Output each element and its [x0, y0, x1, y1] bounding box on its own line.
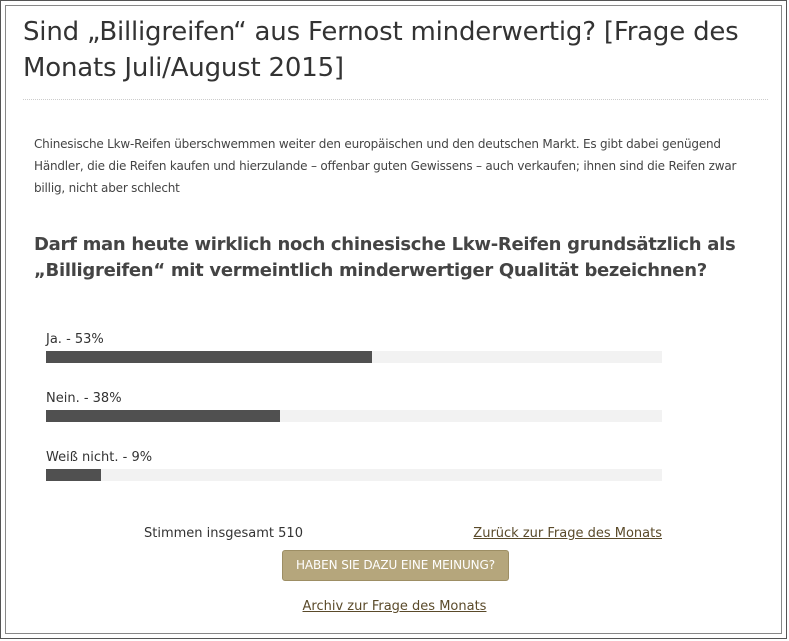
poll-result-yes: Ja. - 53%	[46, 331, 662, 390]
poll-result-bar	[46, 351, 373, 363]
poll-result-label: Weiß nicht. - 9%	[46, 450, 153, 465]
poll-intro-text: Chinesische Lkw-Reifen überschwemmen wei…	[34, 137, 737, 195]
poll-result-label: Nein. - 38%	[46, 391, 122, 406]
poll-result-bar-track	[46, 410, 662, 422]
opinion-button[interactable]: HABEN SIE DAZU EINE MEINUNG?	[282, 550, 509, 581]
archive-link[interactable]: Archiv zur Frage des Monats	[302, 599, 487, 614]
poll-result-bar-track	[46, 351, 662, 363]
poll-result-label: Ja. - 53%	[46, 332, 104, 347]
poll-results: Ja. - 53% Nein. - 38% Weiß nicht. - 9%	[46, 331, 662, 508]
poll-question: Darf man heute wirklich noch chinesische…	[34, 234, 736, 281]
back-to-question-link[interactable]: Zurück zur Frage des Monats	[473, 526, 662, 541]
poll-result-bar	[46, 410, 281, 422]
poll-frame-inner	[5, 5, 782, 634]
poll-result-bar-track	[46, 469, 662, 481]
total-votes: Stimmen insgesamt 510	[144, 526, 303, 541]
poll-title: Sind „Billigreifen“ aus Fernost minderwe…	[23, 17, 739, 83]
poll-result-bar	[46, 469, 102, 481]
poll-result-no: Nein. - 38%	[46, 390, 662, 449]
title-divider	[23, 99, 768, 100]
poll-result-dont-know: Weiß nicht. - 9%	[46, 449, 662, 508]
